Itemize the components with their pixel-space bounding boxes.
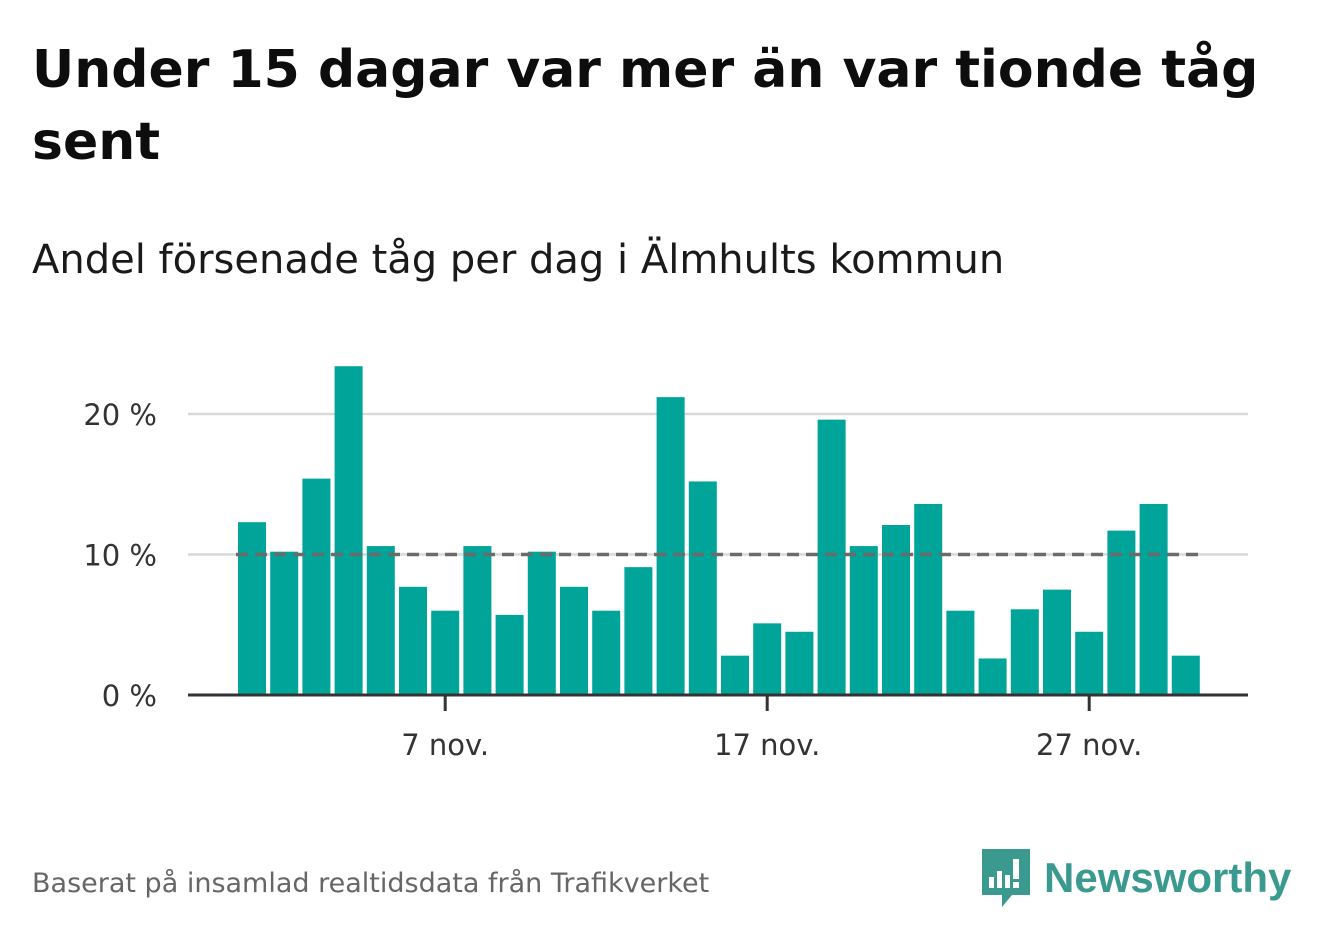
bar <box>1139 503 1168 695</box>
bar <box>592 610 621 695</box>
bar <box>1043 589 1071 695</box>
bar <box>560 586 588 695</box>
bar <box>978 658 1007 695</box>
x-tick-label: 17 nov. <box>714 728 820 762</box>
bar <box>431 610 460 695</box>
bar <box>882 524 910 695</box>
bar <box>1075 631 1104 695</box>
bar <box>785 631 814 695</box>
bar <box>1010 609 1039 695</box>
bar <box>753 623 782 695</box>
chart-title: Under 15 dagar var mer än var tionde tåg… <box>32 40 1259 172</box>
bar <box>1107 530 1136 695</box>
bar <box>1171 655 1200 695</box>
bars <box>238 366 1200 695</box>
bar <box>334 366 363 695</box>
bar <box>366 546 395 695</box>
bar <box>656 397 685 695</box>
bar <box>399 586 427 695</box>
x-axis: 7 nov. 17 nov. 27 nov. <box>188 693 1248 762</box>
y-tick-label: 10 % <box>83 539 157 573</box>
y-axis-ticks: 0 % 10 % 20 % <box>83 398 157 713</box>
bar <box>721 655 749 695</box>
bar <box>624 567 653 695</box>
bar <box>463 546 492 695</box>
bar <box>527 551 556 695</box>
bar <box>946 610 975 695</box>
x-tick-label: 27 nov. <box>1036 728 1142 762</box>
bar <box>302 478 331 695</box>
bar <box>817 419 846 695</box>
brand-name: Newsworthy <box>1044 854 1292 901</box>
brand-logo[interactable]: Newsworthy <box>980 846 1291 910</box>
newsworthy-logo-icon <box>982 849 1030 907</box>
y-tick-label: 20 % <box>83 398 157 432</box>
bar <box>238 522 266 695</box>
bar <box>495 614 524 695</box>
bar <box>688 481 717 695</box>
chart-subtitle: Andel försenade tåg per dag i Älmhults k… <box>32 237 1005 283</box>
y-tick-label: 0 % <box>102 679 157 713</box>
bar <box>270 551 299 695</box>
x-tick-label: 7 nov. <box>401 728 489 762</box>
source-note: Baserat på insamlad realtidsdata från Tr… <box>32 868 710 899</box>
bar <box>914 503 943 695</box>
bar <box>849 546 878 695</box>
